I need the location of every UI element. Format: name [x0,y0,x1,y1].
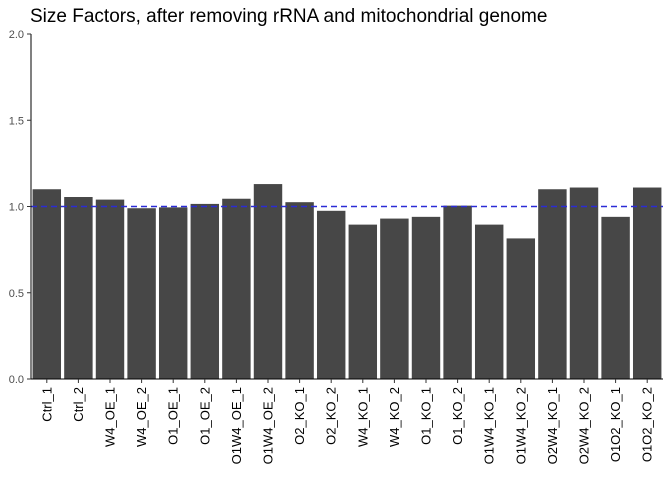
bar-Ctrl_1 [32,189,62,379]
bar-W4_OE_1 [95,199,125,379]
bar-O1_OE_1 [158,207,188,379]
x-tick-label: W4_KO_2 [387,387,402,447]
chart-title: Size Factors, after removing rRNA and mi… [30,6,547,27]
bar-O2_KO_1 [285,202,314,379]
y-tick-label: 1.0 [9,202,24,214]
bar-O1O2_KO_1 [601,216,630,379]
x-tick-label: O1W4_KO_2 [513,387,528,464]
bar-W4_KO_2 [380,218,409,379]
x-tick-label: O1_OE_1 [166,387,181,445]
bar-O1O2_KO_2 [632,187,662,379]
y-tick-label: 1.5 [9,115,24,127]
bar-O1_OE_2 [190,203,220,379]
bar-O1W4_OE_2 [253,184,283,379]
bar-W4_OE_2 [127,208,156,379]
x-tick-label: O2_KO_2 [324,387,339,445]
x-tick-label: O1W4_OE_1 [229,387,244,464]
bar-W4_KO_1 [348,224,378,379]
x-tick-label: O2_KO_1 [292,387,307,445]
y-tick-label: 0.5 [9,288,24,300]
x-tick-label: O1_KO_1 [419,387,434,445]
x-axis-ticks: Ctrl_1 Ctrl_2 W4_OE_1 W4_OE_2 O1_OE_1 O1_OE_2… [39,379,655,464]
x-tick-label: O2W4_KO_1 [545,387,560,464]
x-tick-label: W4_KO_1 [355,387,370,447]
bar-O2W4_KO_2 [569,187,599,379]
bar-O1_KO_1 [411,216,441,379]
x-tick-label: O1W4_OE_2 [261,387,276,464]
x-tick-label: O2W4_KO_2 [577,387,592,464]
y-axis-ticks: 0.0 0.5 1.0 1.5 2.0 [9,29,31,386]
bar-O1W4_OE_1 [222,198,251,379]
bar-Ctrl_2 [64,197,93,379]
bar-O1W4_KO_1 [474,224,504,379]
y-tick-label: 0.0 [9,374,24,386]
x-tick-label: W4_OE_2 [134,387,149,447]
bars-layer [32,184,662,379]
x-tick-label: O1O2_KO_1 [608,387,623,462]
bar-O1W4_KO_2 [506,238,536,379]
x-tick-label: O1_OE_2 [197,387,212,445]
x-tick-label: W4_OE_1 [103,387,118,447]
bar-O1_KO_2 [443,205,472,379]
x-tick-label: Ctrl_1 [39,387,54,422]
x-tick-label: O1W4_KO_1 [482,387,497,464]
bar-O2_KO_2 [316,210,346,379]
x-tick-label: Ctrl_2 [71,387,86,422]
bar-O2W4_KO_1 [538,189,567,379]
y-tick-label: 2.0 [9,29,24,41]
x-tick-label: O1_KO_2 [450,387,465,445]
x-tick-label: O1O2_KO_2 [640,387,655,462]
